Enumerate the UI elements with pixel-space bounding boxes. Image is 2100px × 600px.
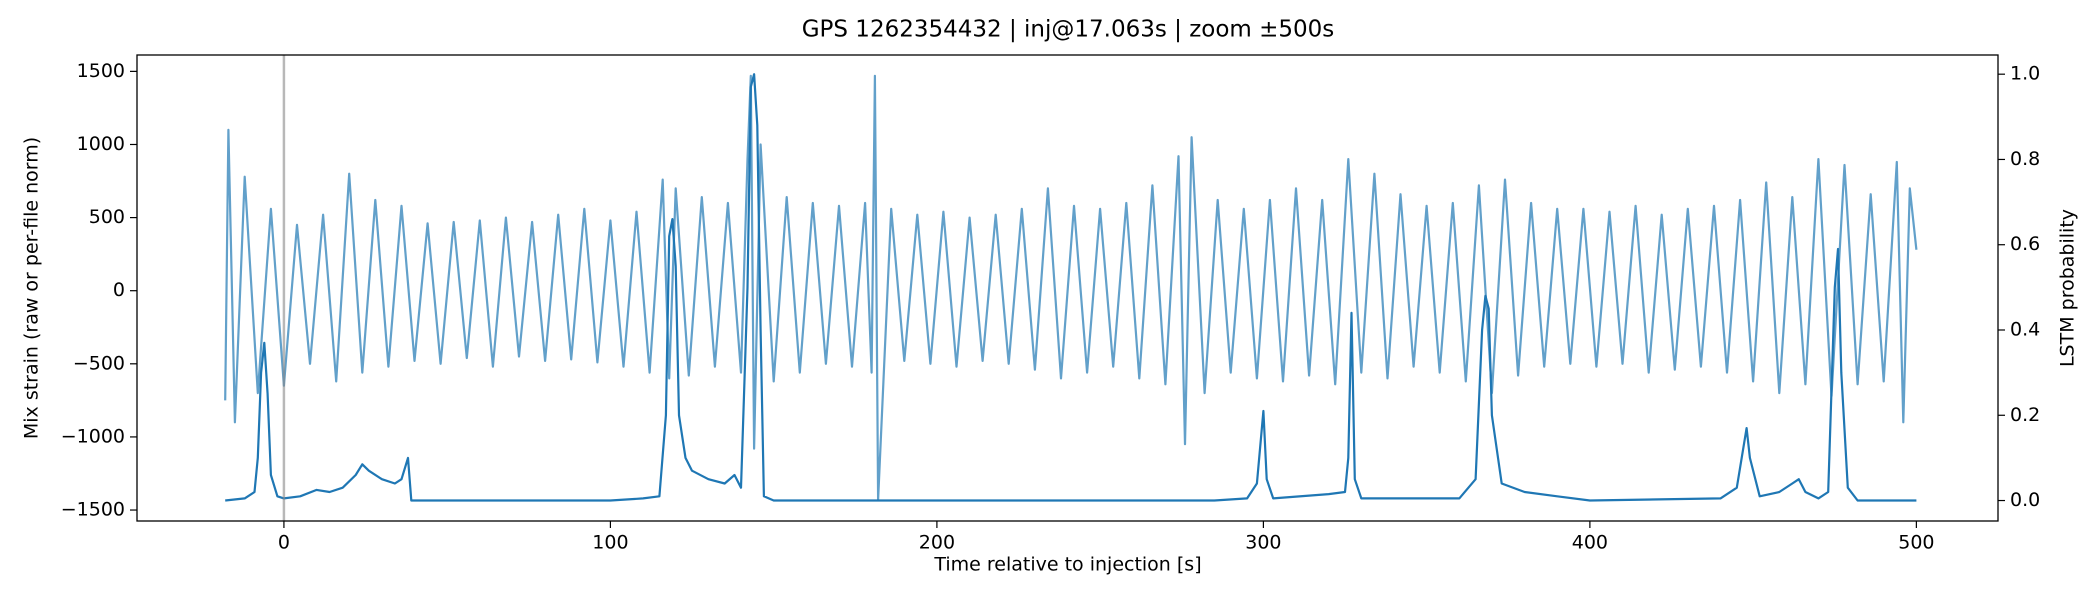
y2-tick-label: 0.0 xyxy=(2010,489,2040,511)
y-tick-label: 0 xyxy=(113,279,125,301)
y-tick-label: 1500 xyxy=(77,60,125,82)
plot-frame xyxy=(136,54,1999,522)
x-axis-label: Time relative to injection [s] xyxy=(933,554,1201,576)
y2-axis-label: LSTM probability xyxy=(2057,209,2079,367)
strain-line xyxy=(224,74,1918,501)
y-tick-label: 500 xyxy=(89,206,125,228)
y2-tick-label: 0.4 xyxy=(2010,318,2040,340)
x-tick-label: 400 xyxy=(1572,532,1608,554)
y2-tick-label: 0.8 xyxy=(2010,148,2040,170)
y2-tick-label: 0.6 xyxy=(2010,233,2040,255)
y2-tick-label: 0.2 xyxy=(2010,404,2040,426)
y-tick-label: −1500 xyxy=(61,499,125,521)
x-tick-label: 200 xyxy=(919,532,955,554)
x-tick-label: 100 xyxy=(592,532,628,554)
y2-tick-label: 1.0 xyxy=(2010,63,2040,85)
x-tick-label: 300 xyxy=(1245,532,1281,554)
x-tick-label: 0 xyxy=(278,532,290,554)
probability-line xyxy=(225,73,1917,502)
y-tick-label: −1000 xyxy=(61,425,125,447)
chart-title: GPS 1262354432 | inj@17.063s | zoom ±500… xyxy=(802,17,1335,43)
x-tick-label: 500 xyxy=(1898,532,1934,554)
y-axis-label: Mix strain (raw or per-file norm) xyxy=(21,137,43,439)
y-tick-label: −500 xyxy=(73,352,125,374)
y-tick-label: 1000 xyxy=(77,133,125,155)
